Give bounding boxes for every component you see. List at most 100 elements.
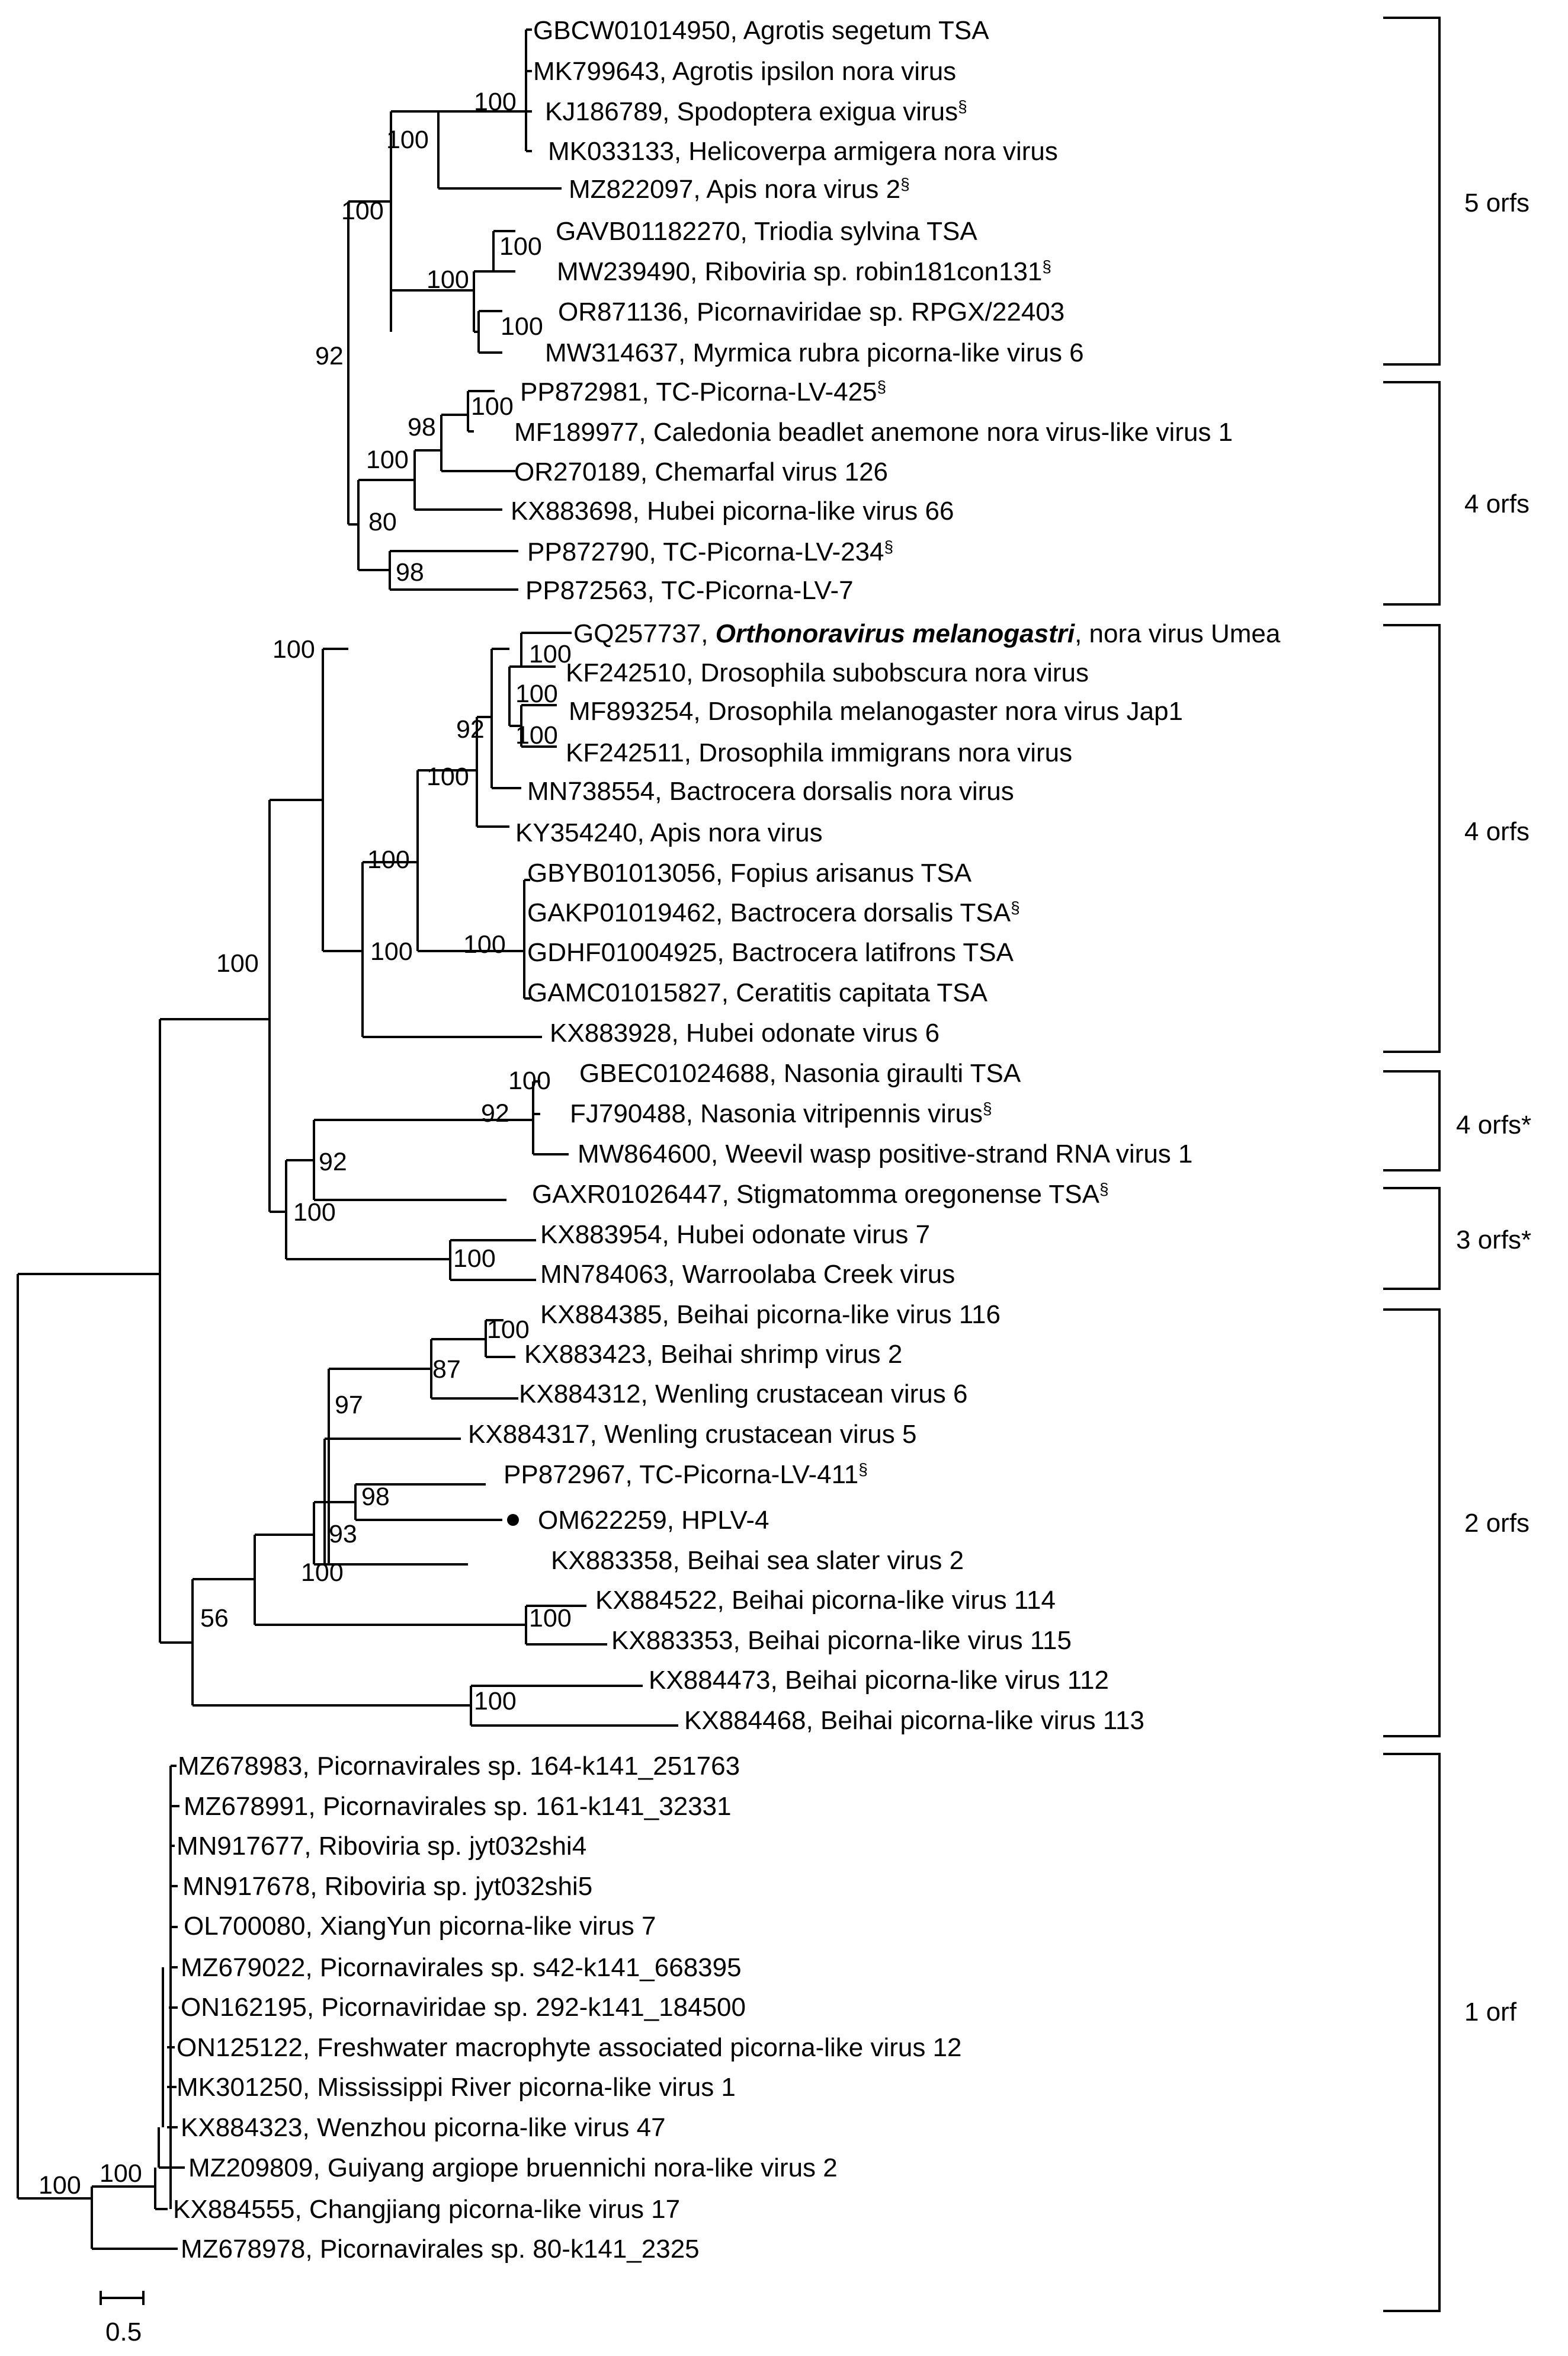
tip-label: GBEC01024688, Nasonia giraulti TSA [579,1059,1021,1088]
bootstrap-value: 100 [301,1558,344,1587]
tip-label: KX883928, Hubei odonate virus 6 [550,1019,939,1048]
bracket-1-orf [1383,1753,1441,2312]
tip-label: MN784063, Warroolaba Creek virus [540,1260,955,1289]
bootstrap-value: 98 [408,413,436,441]
tip-label: GAMC01015827, Ceratitis capitata TSA [527,978,988,1007]
tip-label: FJ790488, Nasonia vitripennis virus§ [570,1099,992,1128]
scale-bar-line [100,2291,145,2305]
tip-label: MW864600, Weevil wasp positive-strand RN… [578,1139,1193,1169]
tip-labels: GBCW01014950, Agrotis segetum TSA MK7996… [173,16,1281,2264]
bootstrap-value: 97 [335,1391,363,1419]
tip-label: KX883358, Beihai sea slater virus 2 [551,1546,964,1575]
tip-label: KX884385, Beihai picorna-like virus 116 [540,1300,1001,1329]
tip-label: MZ678978, Picornavirales sp. 80-k141_232… [181,2235,700,2264]
bootstrap-value: 100 [453,1244,496,1273]
tip-label: MW239490, Riboviria sp. robin181con131§ [557,257,1051,286]
tip-label: KX884522, Beihai picorna-like virus 114 [595,1586,1056,1615]
tip-label: KX884473, Beihai picorna-like virus 112 [649,1666,1109,1695]
tip-label: MF189977, Caledonia beadlet anemone nora… [514,418,1233,447]
tip-label: GAXR01026447, Stigmatomma oregonense TSA… [532,1180,1109,1209]
group-label-2-orfs: 2 orfs [1464,1509,1529,1538]
bootstrap-value: 100 [216,949,259,978]
tip-label: MZ678991, Picornavirales sp. 161-k141_32… [184,1792,732,1821]
group-label-4-orfs: 4 orfs [1464,817,1529,846]
bootstrap-value: 100 [386,126,429,154]
bootstrap-value: 100 [39,2171,81,2200]
tip-label: MW314637, Myrmica rubra picorna-like vir… [545,338,1084,367]
bootstrap-values: 100 100 100 100 100 100 92 100 98 100 80… [39,88,572,2200]
bootstrap-value: 100 [474,1687,517,1715]
tip-label: GAKP01019462, Bactrocera dorsalis TSA§ [527,898,1020,927]
group-label-3-orfs-star: 3 orfs* [1456,1225,1531,1254]
tip-label-new: PP872981, TC-Picorna-LV-425§ [520,377,886,406]
bootstrap-value: 100 [529,1604,572,1632]
tip-label: KX884555, Changjiang picorna-like virus … [173,2195,680,2224]
tip-label-new: PP872563, TC-Picorna-LV-7 [525,576,854,605]
bootstrap-value: 100 [293,1198,336,1227]
tip-label: MN917678, Riboviria sp. jyt032shi5 [182,1872,592,1901]
bootstrap-value: 56 [200,1604,229,1632]
bootstrap-value: 92 [481,1099,509,1128]
tip-label: KX883954, Hubei odonate virus 7 [540,1220,930,1249]
hplv4-marker-dot [507,1514,519,1526]
group-label-4-orfs: 4 orfs [1464,489,1529,518]
tip-label: KY354240, Apis nora virus [515,818,823,847]
bootstrap-value: 100 [515,680,558,708]
bootstrap-value: 100 [366,446,409,474]
bootstrap-value: 92 [315,342,344,370]
tip-label-new: PP872967, TC-Picorna-LV-411§ [504,1460,868,1489]
bracket-5-orfs [1383,17,1441,366]
bootstrap-value: 98 [396,558,424,587]
tip-label: MN738554, Bactrocera dorsalis nora virus [527,777,1014,806]
tip-label: ON125122, Freshwater macrophyte associat… [177,2033,962,2062]
bootstrap-value: 100 [471,392,514,421]
tip-label: OR270189, Chemarfal virus 126 [514,457,888,486]
tip-label: KX884323, Wenzhou picorna-like virus 47 [181,2113,666,2142]
scale-bar-label: 0.5 [105,2317,142,2347]
bracket-2-orfs [1383,1308,1441,1737]
tip-label: KX883698, Hubei picorna-like virus 66 [511,497,954,526]
tip-label: MK799643, Agrotis ipsilon nora virus [533,57,956,86]
bootstrap-value: 98 [361,1483,390,1511]
bracket-4-orfs-star [1383,1070,1441,1171]
tip-label: KX883353, Beihai picorna-like virus 115 [611,1626,1072,1655]
orf-group-brackets: 5 orfs 4 orfs 4 orfs 4 orfs* 3 orfs* 2 o… [1383,17,1531,2312]
scale-bar: 0.5 [100,2291,145,2347]
bracket-4-orfs-a [1383,381,1441,606]
bootstrap-value: 100 [474,88,517,116]
bootstrap-value: 87 [432,1355,461,1384]
bootstrap-value: 92 [456,715,485,744]
tip-label: MZ822097, Apis nora virus 2§ [569,175,910,204]
tip-label-type-species: GQ257737, Orthonoravirus melanogastri, n… [573,619,1281,648]
bootstrap-value: 100 [508,1067,551,1095]
tip-label: MZ679022, Picornavirales sp. s42-k141_66… [181,1953,742,1982]
tip-label: GBYB01013056, Fopius arisanus TSA [527,859,972,888]
tip-label: MZ209809, Guiyang argiope bruennichi nor… [188,2153,838,2182]
tip-label: MK033133, Helicoverpa armigera nora viru… [548,137,1058,166]
bootstrap-value: 100 [370,937,413,966]
tip-label: MZ678983, Picornavirales sp. 164-k141_25… [178,1752,740,1781]
bootstrap-value: 100 [487,1315,530,1344]
bootstrap-value: 100 [515,721,558,750]
bootstrap-value: 100 [529,640,572,668]
group-label-1-orf: 1 orf [1464,1998,1517,2027]
tip-label: OL700080, XiangYun picorna-like virus 7 [184,1912,656,1941]
group-label-5-orfs: 5 orfs [1464,188,1529,217]
tip-label: MK301250, Mississippi River picorna-like… [177,2073,736,2102]
bootstrap-value: 100 [463,930,506,959]
tip-label: KX884468, Beihai picorna-like virus 113 [684,1706,1144,1735]
bracket-3-orfs-star [1383,1187,1441,1290]
tip-label: GDHF01004925, Bactrocera latifrons TSA [527,938,1014,967]
tip-label: GAVB01182270, Triodia sylvina TSA [556,217,977,246]
bootstrap-value: 100 [501,312,543,341]
tip-label: KJ186789, Spodoptera exigua virus§ [545,97,967,126]
bootstrap-value: 100 [100,2159,142,2188]
tip-label: KX884317, Wenling crustacean virus 5 [468,1420,916,1449]
bootstrap-value: 93 [329,1520,357,1548]
tip-label: OR871136, Picornaviridae sp. RPGX/22403 [558,297,1064,326]
tip-label: GBCW01014950, Agrotis segetum TSA [533,16,989,45]
bootstrap-value: 100 [341,197,384,225]
tip-label: KX884312, Wenling crustacean virus 6 [519,1379,967,1409]
bootstrap-value: 100 [499,232,542,261]
